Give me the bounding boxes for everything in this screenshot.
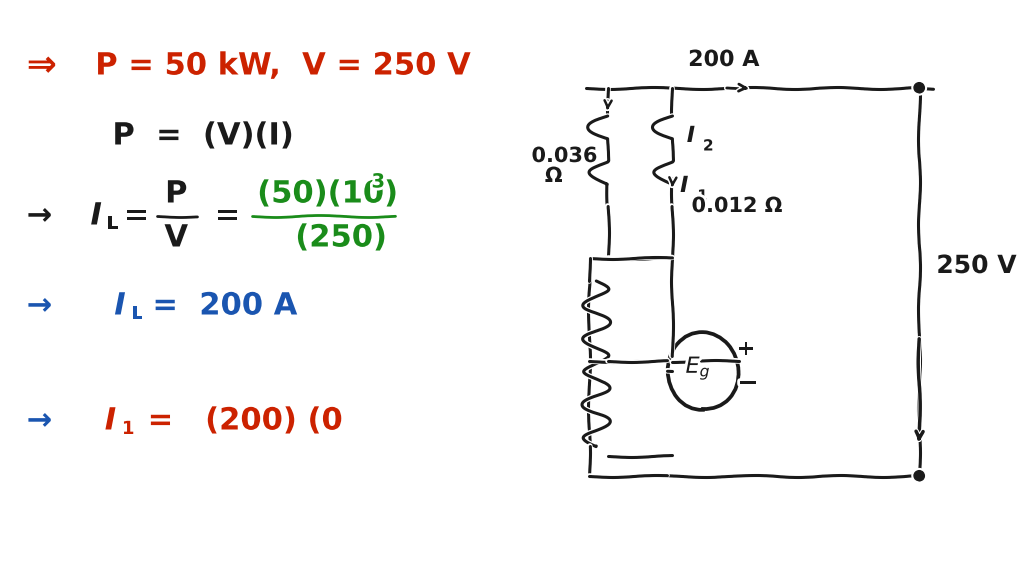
Text: ⇒: ⇒ [27, 49, 57, 83]
Text: P: P [165, 180, 187, 209]
Text: =   (200) (0: = (200) (0 [147, 407, 343, 435]
Text: 200 A: 200 A [688, 50, 760, 70]
Text: →: → [27, 291, 52, 320]
Text: P  =  (V)(I): P = (V)(I) [113, 122, 294, 150]
Text: =: = [124, 202, 150, 230]
Text: I: I [115, 291, 126, 320]
Text: +: + [737, 339, 755, 359]
Text: 0.036: 0.036 [531, 146, 597, 166]
Text: =: = [214, 202, 240, 230]
Text: I: I [90, 202, 101, 230]
Text: (50)(10): (50)(10) [257, 180, 398, 209]
Text: 1: 1 [697, 188, 708, 203]
Text: 250 V: 250 V [936, 254, 1017, 278]
Text: V: V [165, 223, 188, 252]
Text: 3: 3 [372, 172, 385, 191]
Text: Ω: Ω [545, 166, 562, 186]
Text: −: − [737, 371, 758, 395]
Text: L: L [106, 215, 118, 233]
Text: P = 50 kW,  V = 250 V: P = 50 kW, V = 250 V [95, 51, 470, 81]
Text: $E_g$: $E_g$ [685, 355, 711, 381]
Text: =  200 A: = 200 A [153, 291, 297, 320]
Text: L: L [131, 305, 142, 323]
Text: 1: 1 [122, 420, 134, 438]
Text: I: I [680, 176, 688, 196]
Text: 2: 2 [702, 138, 714, 153]
Text: I: I [687, 126, 695, 146]
Text: 0.012 Ω: 0.012 Ω [691, 196, 782, 216]
Text: →: → [27, 202, 52, 230]
Text: I: I [104, 407, 116, 435]
Text: →: → [27, 407, 52, 435]
Text: (250): (250) [295, 223, 387, 252]
